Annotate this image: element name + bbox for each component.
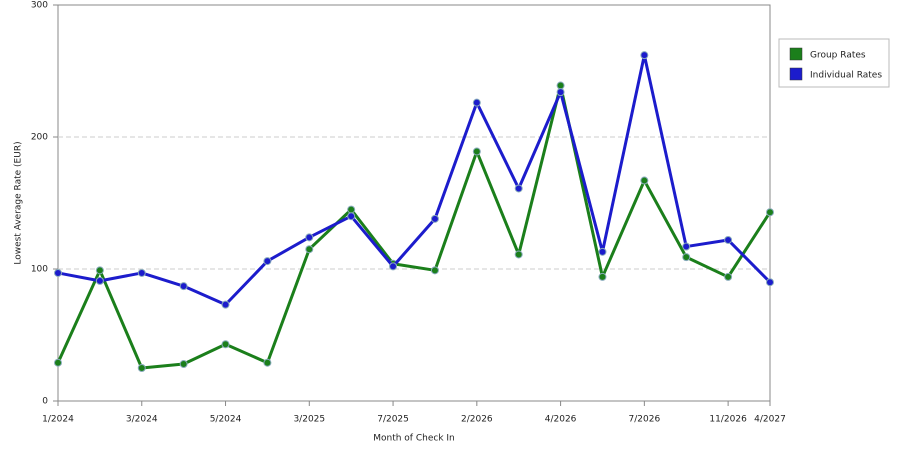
legend-label: Individual Rates <box>810 71 882 81</box>
y-tick-label: 0 <box>42 397 48 407</box>
series-line <box>56 84 772 370</box>
legend-label: Group Rates <box>810 51 866 61</box>
data-point <box>640 176 649 185</box>
data-point <box>95 266 104 275</box>
plot-frame <box>57 4 771 402</box>
data-point <box>263 257 272 266</box>
data-point <box>305 245 314 254</box>
data-point <box>682 253 691 262</box>
x-tick-label: 2/2026 <box>461 415 493 425</box>
data-point <box>640 51 649 60</box>
data-point <box>221 340 230 349</box>
x-tick-label: 4/2027 <box>754 415 786 425</box>
data-point <box>95 276 104 285</box>
x-tick-label: 1/2024 <box>42 415 74 425</box>
data-point <box>514 250 523 259</box>
data-point <box>305 233 314 242</box>
data-point <box>221 300 230 309</box>
data-point <box>430 214 439 223</box>
data-point <box>766 208 774 217</box>
data-point <box>472 98 481 107</box>
x-tick-label: 4/2026 <box>545 415 577 425</box>
data-point <box>724 272 733 281</box>
data-point <box>556 88 565 97</box>
y-tick-label: 100 <box>31 265 48 275</box>
data-point <box>347 212 356 221</box>
data-point <box>179 282 188 291</box>
y-axis-label: Lowest Average Rate (EUR) <box>14 141 24 264</box>
x-tick-label: 3/2024 <box>126 415 158 425</box>
data-point <box>137 268 146 277</box>
data-point <box>54 268 62 277</box>
y-tick-label: 300 <box>31 1 48 11</box>
legend-swatch <box>789 47 803 61</box>
data-point <box>54 358 62 367</box>
series-line <box>57 53 772 307</box>
data-point <box>724 235 733 244</box>
x-tick-label: 5/2024 <box>210 415 242 425</box>
data-point <box>389 262 398 271</box>
data-point <box>263 358 272 367</box>
x-tick-label: 3/2025 <box>293 415 325 425</box>
data-point <box>137 364 146 372</box>
data-point <box>347 205 356 214</box>
data-point <box>556 81 565 90</box>
data-point <box>430 266 439 275</box>
data-point <box>472 147 481 156</box>
x-tick-label: 7/2025 <box>377 415 409 425</box>
data-point <box>179 360 188 369</box>
y-tick-label: 200 <box>31 133 48 143</box>
data-point <box>598 272 607 281</box>
legend-swatch <box>789 67 803 81</box>
x-axis-label: Month of Check In <box>373 434 455 444</box>
data-point <box>766 278 774 287</box>
x-tick-label: 11/2026 <box>709 415 747 425</box>
data-point <box>682 242 691 251</box>
x-tick-label: 7/2026 <box>629 415 661 425</box>
data-point <box>514 184 523 193</box>
data-point <box>598 247 607 256</box>
